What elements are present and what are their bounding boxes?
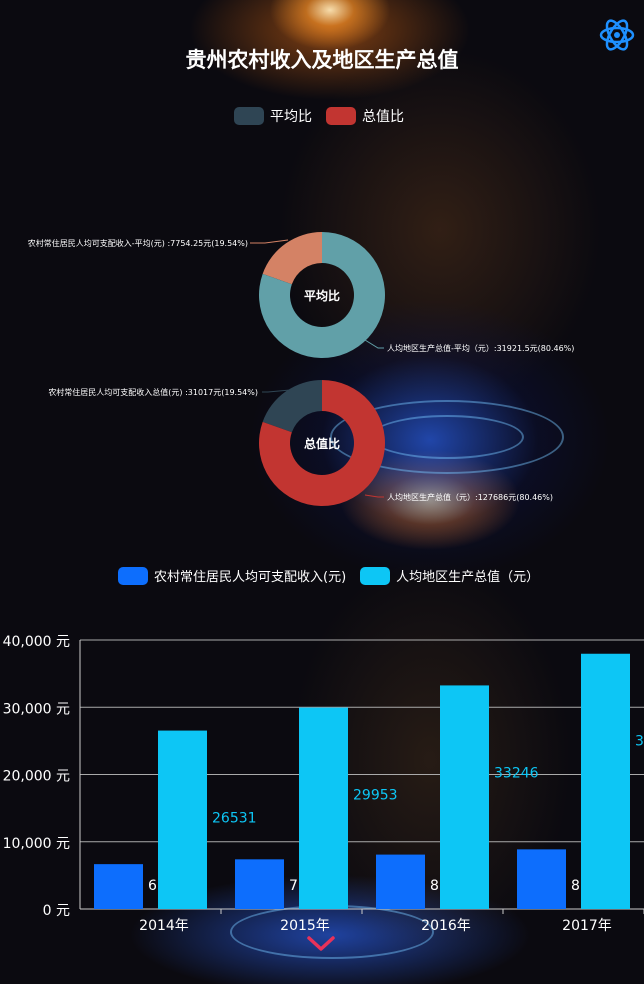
bar-income: [94, 864, 143, 909]
donut-avg-center-label: 平均比: [304, 288, 340, 303]
donut-total-label-income: 农村常住居民人均可支配收入总值(元) :31017元(19.54%): [48, 387, 258, 397]
x-tick-label: 2014年: [139, 918, 189, 934]
bar-income: [376, 854, 425, 909]
donut-avg-slice-gdp: [259, 232, 386, 358]
data-label-income: 8: [571, 878, 580, 894]
donut-total-slice-income: [262, 380, 322, 433]
legend-item-avg[interactable]: 平均比: [234, 106, 312, 126]
atom-logo-icon[interactable]: [598, 16, 636, 54]
data-label-gdp: 3: [635, 734, 644, 750]
x-tick-label: 2016年: [421, 918, 471, 934]
bar-legend: 农村常住居民人均可支配收入(元) 人均地区生产总值（元）: [118, 566, 553, 585]
legend-item-income[interactable]: 农村常住居民人均可支配收入(元): [118, 566, 346, 585]
x-tick-label: 2017年: [562, 918, 612, 934]
bar-income: [235, 859, 284, 909]
y-tick-label: 10,000 元: [3, 836, 70, 852]
data-label-gdp: 26531: [212, 811, 257, 827]
x-tick-label: 2015年: [280, 918, 330, 934]
donut-avg-label-gdp: 人均地区生产总值-平均（元）:31921.5元(80.46%): [387, 343, 574, 353]
donut-total-label-gdp: 人均地区生产总值（元）:127686元(80.46%): [387, 492, 553, 502]
bar-gdp: [299, 707, 348, 909]
bar-gdp: [581, 653, 630, 909]
legend-label: 人均地区生产总值（元）: [396, 570, 540, 585]
donut-avg-label-income: 农村常住居民人均可支配收入-平均(元) :7754.25元(19.54%): [28, 238, 248, 248]
chevron-down-icon[interactable]: [306, 934, 336, 954]
legend-item-gdp[interactable]: 人均地区生产总值（元）: [360, 566, 539, 585]
legend-label: 平均比: [270, 109, 312, 125]
data-label-income: 6: [148, 878, 157, 894]
legend-swatch: [360, 566, 391, 585]
glow-ring: [330, 400, 564, 474]
y-tick-label: 0 元: [43, 903, 70, 919]
donut-avg-slice-income: [262, 232, 322, 285]
legend-swatch: [118, 566, 148, 585]
legend-swatch: [326, 107, 356, 125]
legend-item-total[interactable]: 总值比: [326, 106, 404, 126]
donut-total-center-label: 总值比: [304, 436, 340, 451]
data-label-income: 7: [289, 878, 298, 894]
y-tick-label: 20,000 元: [3, 769, 70, 785]
page-title: 贵州农村收入及地区生产总值: [185, 48, 459, 72]
legend-label: 总值比: [362, 109, 404, 125]
bar-income: [517, 849, 566, 909]
donut-avg-label-line: [250, 239, 289, 244]
legend-label: 农村常住居民人均可支配收入(元): [154, 570, 347, 585]
donut-avg-label-line: [364, 339, 384, 349]
data-label-income: 8: [430, 878, 439, 894]
donut-total-label-line: [262, 389, 291, 393]
bar-gdp: [440, 685, 489, 909]
y-tick-label: 40,000 元: [3, 634, 70, 650]
legend-swatch: [234, 107, 264, 125]
bar-gdp: [158, 730, 207, 909]
data-label-gdp: 29953: [353, 788, 398, 804]
donut-total-slice-gdp: [259, 380, 386, 506]
donut-charts: 平均比 农村常住居民人均可支配收入-平均(元) :7754.25元(19.54%)…: [28, 232, 574, 506]
donut-total-label-line: [364, 494, 384, 498]
data-label-gdp: 33246: [494, 765, 539, 781]
donut-legend: 平均比 总值比: [234, 106, 418, 126]
y-tick-label: 30,000 元: [3, 701, 70, 717]
